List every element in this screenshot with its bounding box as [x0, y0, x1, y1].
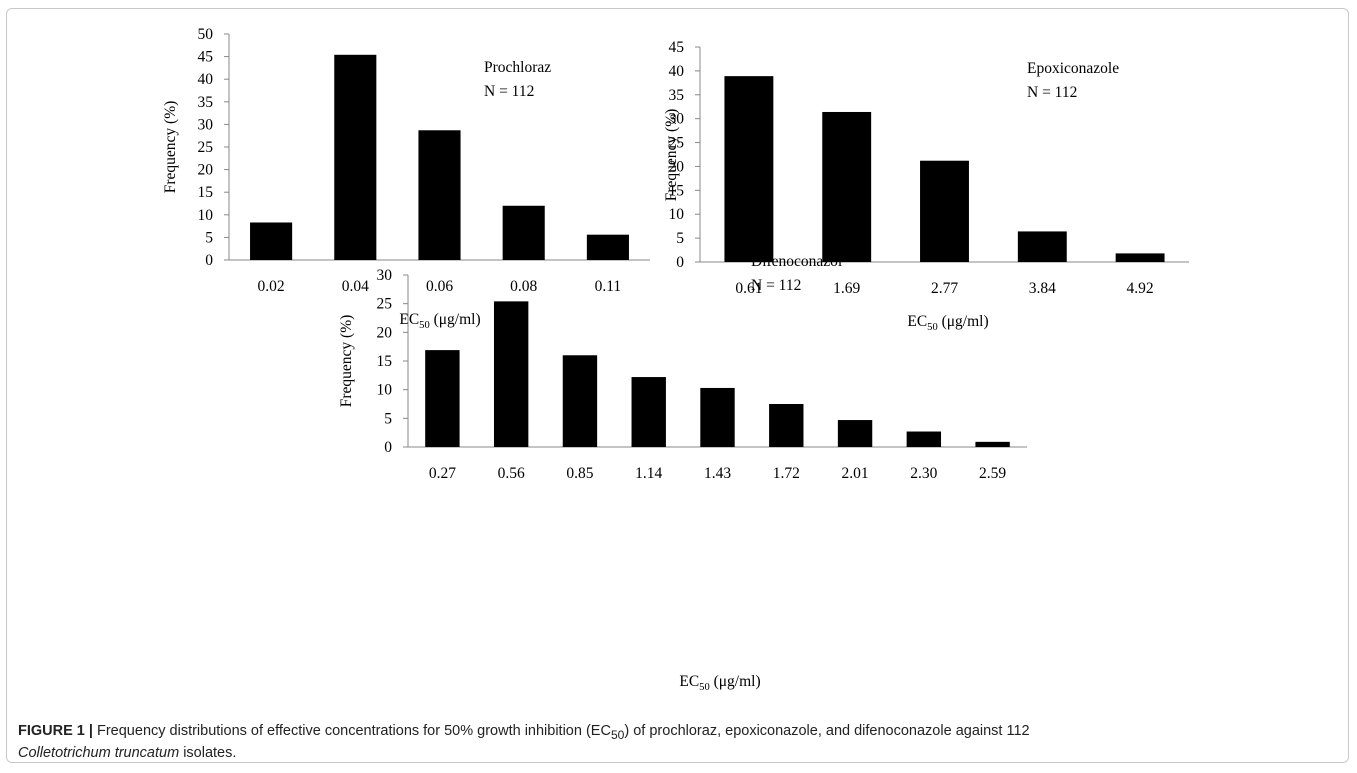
y-tick-label: 35: [669, 87, 685, 104]
x-tick-label: 0.61: [735, 280, 762, 297]
x-tick-label: 1.69: [833, 280, 860, 297]
x-tick-label: 1.43: [704, 465, 731, 482]
bar: [562, 355, 598, 447]
x-tick-label: 0.11: [595, 278, 622, 295]
y-tick-label: 30: [377, 267, 393, 284]
chart-epoxiconazole: 0 5 10 15 20 25 30 35 40 45 0.61 1.69 2.77 3.84 4.92 Fr…: [663, 39, 1189, 333]
x-tick-label: 0.04: [342, 278, 369, 295]
y-tick-label: 0: [384, 439, 392, 456]
bar: [724, 76, 774, 263]
annotation-name: Difenoconazol: [751, 253, 842, 270]
bar: [502, 205, 545, 260]
bar: [418, 130, 461, 260]
x-tick-label: 0.06: [426, 278, 453, 295]
y-tick-label: 5: [676, 230, 684, 247]
chart-prochloraz: 0 5 10 15 20 25 30 35 40 45 50 0.02 0.04 0.06 0.08 0.11…: [162, 26, 650, 331]
figure-frame: [6, 8, 1349, 763]
bar: [769, 404, 804, 447]
caption-text-end: isolates.: [179, 745, 237, 762]
y-tick-label: 30: [669, 111, 685, 128]
x-tick-label: 1.72: [773, 465, 800, 482]
y-tick-label: 45: [669, 39, 685, 56]
bar: [1115, 253, 1165, 262]
caption-sub: 50: [610, 727, 625, 742]
bar: [586, 234, 629, 260]
chart-difenoconazol: 0 5 10 15 20 25 30 0.27 0.56 0.85 1.14 1.43 1.72 2.01…: [338, 253, 1027, 693]
x-tick-label: 4.92: [1127, 280, 1154, 297]
x-tick-label: 0.02: [258, 278, 285, 295]
bar: [631, 377, 666, 447]
bar: [425, 350, 460, 447]
caption-species: Colletotrichum truncatum: [18, 745, 180, 762]
y-tick-label: 35: [198, 94, 214, 111]
y-tick-label: 5: [384, 410, 392, 427]
annotation-n: N = 112: [484, 83, 534, 100]
bar: [1017, 231, 1067, 262]
x-tick-label: 2.01: [841, 465, 868, 482]
x-tick-label: 3.84: [1029, 280, 1056, 297]
x-axis-label: EC50 (μg/ml): [679, 673, 760, 693]
y-tick-label: 40: [669, 63, 685, 80]
y-tick-label: 15: [198, 184, 214, 201]
y-tick-label: 0: [205, 252, 213, 269]
x-axis-label: EC50 (μg/ml): [399, 311, 480, 331]
y-tick-label: 25: [377, 296, 393, 313]
x-tick-label: 0.08: [510, 278, 537, 295]
bar: [975, 441, 1010, 447]
bar: [334, 54, 377, 261]
x-tick-label: 0.85: [566, 465, 593, 482]
x-tick-label: 2.59: [979, 465, 1006, 482]
y-tick-label: 15: [377, 353, 393, 370]
x-axis-label: EC50 (μg/ml): [907, 313, 988, 333]
caption-text-before: Frequency distributions of effective con…: [92, 723, 611, 739]
caption-label: FIGURE 1 |: [18, 723, 93, 739]
y-axis-label: Frequency (%): [162, 101, 179, 194]
y-tick-label: 45: [198, 49, 214, 66]
x-tick-label: 2.77: [931, 280, 958, 297]
y-tick-label: 25: [198, 139, 214, 156]
bar: [920, 160, 969, 262]
annotation-n: N = 112: [1027, 84, 1077, 101]
y-axis-label: Frequency (%): [338, 315, 355, 408]
x-tick-label: 1.14: [635, 465, 662, 482]
y-tick-label: 25: [669, 135, 685, 152]
y-tick-label: 0: [676, 254, 684, 271]
bar: [493, 301, 529, 447]
y-tick-label: 10: [377, 382, 393, 399]
y-tick-label: 20: [669, 158, 685, 175]
figure-caption: FIGURE 1 | Frequency distributions of ef…: [18, 722, 1338, 763]
y-tick-label: 10: [669, 206, 685, 223]
y-tick-label: 20: [198, 162, 214, 179]
annotation-name: Epoxiconazole: [1027, 60, 1119, 77]
y-tick-label: 10: [198, 207, 214, 224]
annotation-name: Prochloraz: [484, 59, 551, 76]
y-tick-label: 30: [198, 116, 214, 133]
y-tick-label: 15: [669, 182, 685, 199]
bar: [250, 222, 293, 260]
bar: [906, 431, 942, 447]
caption-text-after: ) of prochloraz, epoxiconazole, and dife…: [624, 723, 1030, 739]
x-tick-label: 2.30: [910, 465, 937, 482]
x-tick-label: 0.27: [429, 465, 456, 482]
y-tick-label: 40: [198, 71, 214, 88]
annotation-n: N = 112: [751, 277, 801, 294]
y-axis-label: Frequency (%): [663, 109, 680, 202]
bar: [837, 420, 873, 447]
y-tick-label: 50: [198, 26, 214, 43]
y-tick-label: 20: [377, 324, 393, 341]
x-tick-label: 0.56: [498, 465, 525, 482]
y-tick-label: 5: [205, 229, 213, 246]
bar: [822, 111, 872, 262]
bar: [700, 387, 735, 447]
